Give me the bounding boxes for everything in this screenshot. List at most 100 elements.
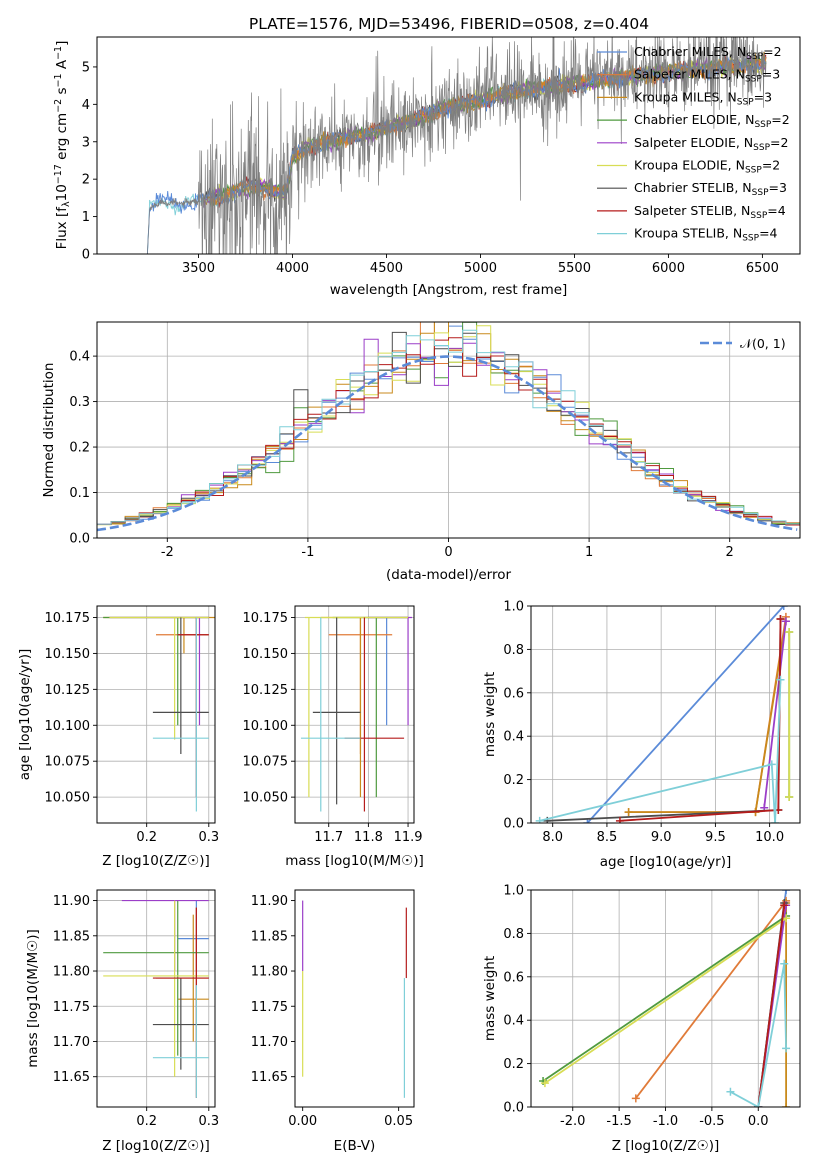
weight-line-chabrier_elodie [542, 915, 787, 1082]
axes-frame [530, 605, 801, 824]
legend-label-salpeter_elodie: Salpeter ELODIE, NSSP=2 [634, 135, 788, 153]
tick-label-x: -1.5 [606, 1114, 631, 1129]
tick-label-y: 11.75 [53, 1000, 90, 1015]
frame-residuals: -2 -1 0 1 2 0.0 0.1 0.2 0.3 0.4 (data-model)/error… [41, 321, 801, 583]
weight-line-kroupa_stelib [539, 679, 782, 823]
weight-line-kroupa_stelib [729, 963, 787, 1107]
weight-marker-salpeter_stelib [776, 615, 785, 624]
axes-mass_vs_Z: 0.2 0.3 11.65 11.70 11.75 11.80 11.85 11.90 Z [l… [25, 889, 219, 1154]
plot-area-age_vs_Z [103, 616, 215, 812]
frame-weight_vs_age: 8.0 8.5 9.0 9.5 10.0 0.0 0.2 0.4 0.6 0.8 1.0 age [l… [482, 600, 801, 870]
tick-label-y: 0.3 [69, 395, 90, 410]
weight-marker-kroupa_elodie [785, 628, 794, 637]
frame-age_vs_Z: 0.2 0.3 10.050 10.075 10.100 10.125 10.150 10.1… [17, 605, 219, 869]
tick-label-y: 11.80 [53, 965, 90, 980]
weight-marker-salpeter_elodie [781, 617, 790, 626]
weight-line-salpeter_stelib [757, 905, 786, 1107]
tick-label-x: 4500 [370, 261, 403, 276]
tick-label-y: 10.050 [243, 791, 289, 806]
tick-label-y: 11.70 [53, 1035, 90, 1050]
normal-curve [97, 355, 798, 532]
x-axis-label: age [log10(age/yr)] [600, 854, 732, 870]
tick-label-y: 1 [82, 210, 90, 225]
plots-layer: 3500 4000 4500 5000 5500 6000 6500 0 1 2 3 4 5 wavele… [17, 36, 801, 1154]
tick-label-y: 11.65 [251, 1070, 288, 1085]
tick-label-y: 5 [82, 60, 90, 75]
tick-label-x: 0.3 [198, 830, 219, 845]
observed-spectrum [147, 37, 767, 254]
axes-spectrum: 3500 4000 4500 5000 5500 6000 6500 0 1 2 3 4 5 wavele… [53, 36, 801, 298]
tick-label-y: 0.6 [503, 970, 524, 985]
weight-line-chabrier_miles [586, 606, 785, 823]
tick-label-x: 8.0 [542, 830, 563, 845]
tick-label-y: 11.65 [53, 1070, 90, 1085]
tick-label-y: 11.85 [53, 929, 90, 944]
tick-label-x: 4000 [276, 261, 309, 276]
tick-label-x: 0.00 [288, 1114, 317, 1129]
weight-marker-kroupa_stelib [771, 819, 780, 823]
weight-marker-chabrier_miles [583, 819, 592, 823]
legend-label-kroupa_miles: Kroupa MILES, NSSP=3 [634, 89, 772, 107]
weight-marker-kroupa_elodie [540, 1079, 549, 1088]
legend-label-chabrier_miles: Chabrier MILES, NSSP=2 [634, 44, 782, 62]
axes-weight_vs_age: 8.0 8.5 9.0 9.5 10.0 0.0 0.2 0.4 0.6 0.8 1.0 age [l… [482, 600, 801, 870]
legend-label-salpeter_stelib: Salpeter STELIB, NSSP=4 [634, 203, 786, 221]
tick-label-y: 10.050 [45, 791, 91, 806]
tick-label-x: 0 [444, 545, 452, 560]
tick-label-x: 11.7 [314, 830, 343, 845]
frame-mass_vs_Z: 0.2 0.3 11.65 11.70 11.75 11.80 11.85 11.90 Z [l… [25, 889, 219, 1154]
tick-label-y: 11.90 [251, 894, 288, 909]
weight-marker-salpeter_stelib [780, 901, 789, 910]
frame-mass_vs_ebv: 0.00 0.05 11.65 11.70 11.75 11.80 11.85 11.90 E(… [251, 889, 415, 1154]
legend-label-salpeter_miles: Salpeter MILES, NSSP=3 [634, 67, 780, 85]
y-axis-label: Normed distribution [41, 363, 57, 498]
tick-label-x: 0.3 [198, 1114, 219, 1129]
tick-label-y: 0.0 [503, 817, 524, 832]
tick-label-y: 1.0 [503, 600, 524, 615]
tick-label-y: 0.8 [503, 643, 524, 658]
tick-label-x: 2 [726, 545, 734, 560]
legend-label-kroupa_stelib: Kroupa STELIB, NSSP=4 [634, 226, 778, 244]
axes-frame [294, 605, 415, 824]
tick-label-y: 11.85 [251, 929, 288, 944]
axes-mass_vs_ebv: 0.00 0.05 11.65 11.70 11.75 11.80 11.85 11.90 E(… [251, 889, 415, 1154]
tick-label-x: -2 [161, 545, 174, 560]
weight-marker-kroupa_stelib [780, 959, 789, 968]
frame-spectrum: 3500 4000 4500 5000 5500 6000 6500 0 1 2 3 4 5 wavele… [53, 36, 801, 298]
tick-label-y: 3 [82, 135, 90, 150]
weight-marker-kroupa_stelib [767, 760, 776, 769]
tick-label-y: 0.0 [69, 532, 90, 547]
tick-label-y: 10.125 [243, 683, 289, 698]
y-axis-label: age [log10(age/yr)] [17, 649, 33, 781]
tick-label-x: 3500 [182, 261, 215, 276]
tick-label-x: 10.0 [755, 830, 784, 845]
tick-label-x: -0.5 [699, 1114, 724, 1129]
tick-label-y: 0.8 [503, 927, 524, 942]
tick-label-x: -2.0 [560, 1114, 585, 1129]
weight-marker-kroupa_stelib [776, 675, 785, 684]
weight-marker-kroupa_miles [782, 1103, 791, 1107]
tick-label-y: 2 [82, 173, 90, 188]
tick-label-y: 0.1 [69, 486, 90, 501]
y-axis-label: mass [log10(M/M☉)] [25, 929, 41, 1068]
x-axis-label: Z [log10(Z/Z☉)] [612, 1138, 720, 1154]
weight-line-salpeter_elodie [763, 621, 787, 808]
weight-marker-kroupa_miles [624, 808, 633, 817]
tick-label-y: 10.175 [45, 611, 91, 626]
legend-label-normal: 𝒩(0, 1) [740, 336, 786, 351]
x-axis-label: (data-model)/error [386, 567, 512, 583]
x-axis-label: mass [log10(M/M☉)] [285, 853, 424, 869]
tick-label-y: 0.6 [503, 686, 524, 701]
weight-marker-chabrier_miles [782, 890, 791, 894]
tick-label-y: 1.0 [503, 884, 524, 899]
tick-label-y: 0.4 [503, 730, 524, 745]
weight-marker-kroupa_elodie [785, 792, 794, 801]
tick-label-y: 10.100 [45, 719, 91, 734]
weight-marker-kroupa_stelib [535, 816, 544, 823]
tick-label-x: 11.8 [354, 830, 383, 845]
tick-label-y: 10.125 [45, 683, 91, 698]
tick-label-x: 1 [585, 545, 593, 560]
plot-area-age_vs_mass [300, 616, 413, 812]
spectrum-legend: Chabrier MILES, NSSP=2 Salpeter MILES, NS… [597, 44, 790, 244]
tick-label-x: -1 [301, 545, 314, 560]
